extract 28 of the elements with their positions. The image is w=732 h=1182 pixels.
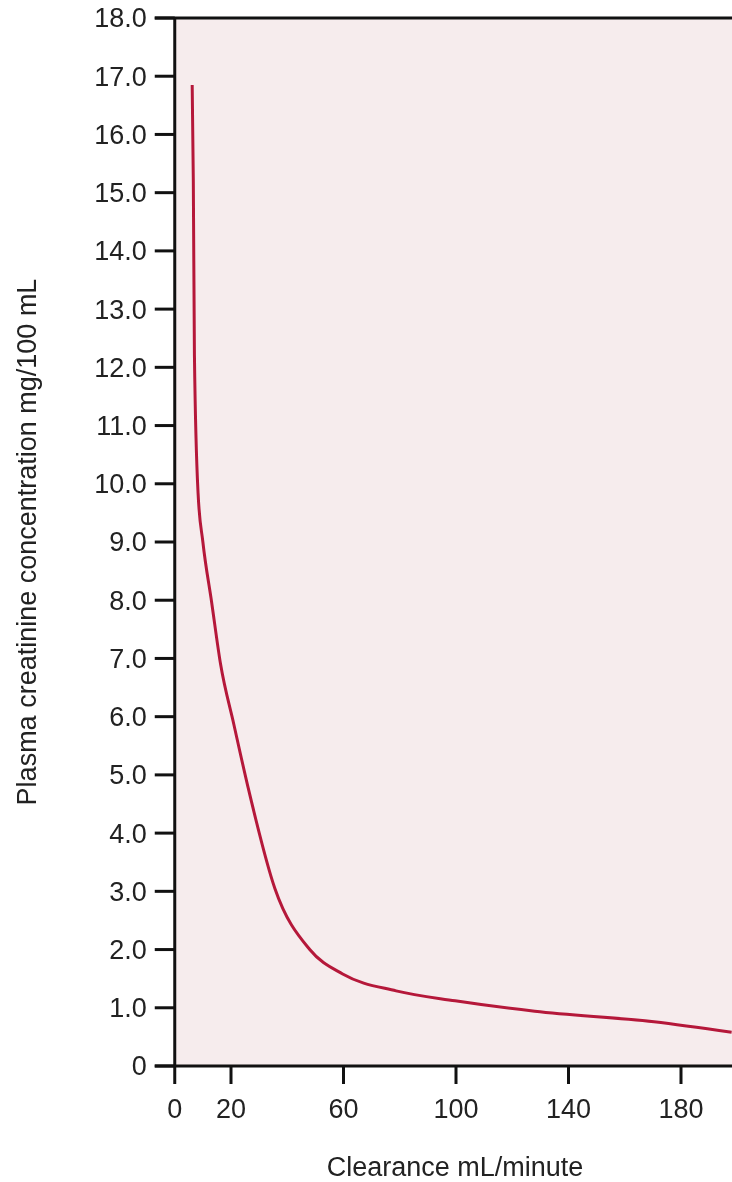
x-tick-label: 60 [328,1094,359,1124]
y-tick-label: 12.0 [94,352,147,383]
x-tick-label: 180 [658,1094,704,1124]
y-tick-label: 16.0 [94,119,147,150]
line-series [190,83,732,1034]
y-tick-label: 2.0 [109,935,147,966]
x-axis-title: Clearance mL/minute [326,1152,584,1182]
x-tick-label: 0 [167,1094,183,1124]
y-tick-label: 18.0 [94,3,147,34]
y-tick-label: 17.0 [94,61,147,92]
x-tick-label: 20 [215,1094,247,1124]
y-tick-label: 5.0 [109,760,147,791]
y-tick-label: 3.0 [109,876,147,907]
y-tick-label: 11.0 [96,411,147,442]
y-tick-label: 6.0 [109,702,147,733]
y-tick-label: 10.0 [94,469,147,500]
y-tick-label: 14.0 [94,236,147,267]
y-tick-label: 1.0 [109,993,147,1024]
x-tick-label: 100 [433,1094,479,1124]
y-tick-label: 13.0 [94,294,147,325]
y-tick-label: 9.0 [109,527,147,558]
x-tick-label: 140 [545,1094,592,1124]
y-tick-label: 8.0 [109,585,147,616]
y-axis-title: Plasma creatinine concentration mg/100 mL [12,278,42,806]
y-tick-label: 7.0 [109,643,147,674]
y-tick-label: 4.0 [109,818,147,849]
y-tick-label: 0 [131,1051,147,1082]
y-tick-label: 15.0 [94,178,147,209]
